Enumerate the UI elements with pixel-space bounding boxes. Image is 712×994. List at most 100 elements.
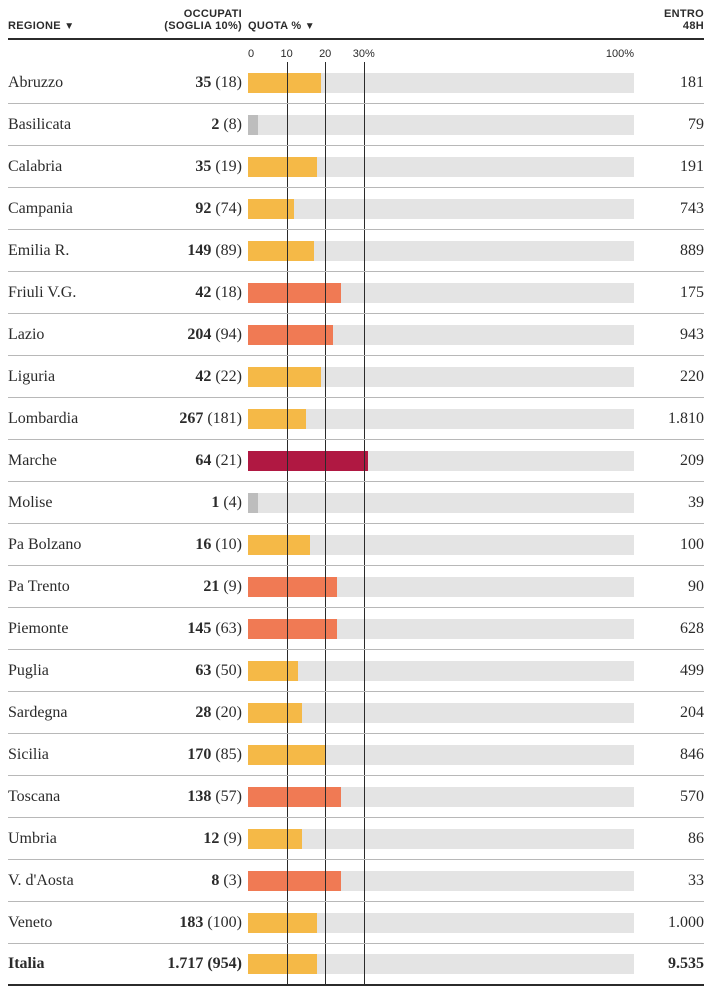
bar-fill bbox=[248, 829, 302, 849]
bar-fill bbox=[248, 703, 302, 723]
occupati-cell: 35 (18) bbox=[158, 74, 248, 92]
bar-fill bbox=[248, 367, 321, 387]
reference-line bbox=[364, 188, 365, 229]
entro-cell: 220 bbox=[634, 368, 704, 386]
table-row: Calabria35 (19)191 bbox=[8, 146, 704, 188]
reference-line bbox=[364, 272, 365, 313]
bar-fill bbox=[248, 577, 337, 597]
reference-line bbox=[287, 566, 288, 607]
occupati-cell: 183 (100) bbox=[158, 914, 248, 932]
reference-line bbox=[364, 398, 365, 439]
reference-line bbox=[325, 650, 326, 691]
bar-cell bbox=[248, 776, 634, 817]
bar-cell bbox=[248, 272, 634, 313]
reference-line bbox=[325, 230, 326, 271]
bar-cell bbox=[248, 692, 634, 733]
reference-line bbox=[325, 440, 326, 481]
bar-fill bbox=[248, 157, 317, 177]
occupati-cell: 42 (22) bbox=[158, 368, 248, 386]
bar-track bbox=[248, 115, 634, 135]
header-entro-l2: 48H bbox=[634, 20, 704, 32]
region-name: Umbria bbox=[8, 830, 158, 848]
reference-line bbox=[325, 776, 326, 817]
bar-fill bbox=[248, 283, 341, 303]
sort-arrow-icon: ▼ bbox=[64, 21, 74, 32]
entro-cell: 889 bbox=[634, 242, 704, 260]
occupati-cell: 204 (94) bbox=[158, 326, 248, 344]
axis-tick-label: 20 bbox=[319, 48, 331, 60]
header-region[interactable]: REGIONE ▼ bbox=[8, 20, 158, 32]
reference-line bbox=[287, 524, 288, 565]
region-name: Liguria bbox=[8, 368, 158, 386]
bar-track bbox=[248, 703, 634, 723]
reference-line bbox=[364, 944, 365, 984]
reference-line bbox=[287, 734, 288, 775]
region-name: Veneto bbox=[8, 914, 158, 932]
occupati-cell: 35 (19) bbox=[158, 158, 248, 176]
reference-line bbox=[287, 692, 288, 733]
reference-line bbox=[325, 272, 326, 313]
bar-cell bbox=[248, 314, 634, 355]
reference-line bbox=[364, 860, 365, 901]
table-row: Pa Trento21 (9)90 bbox=[8, 566, 704, 608]
bar-fill bbox=[248, 871, 341, 891]
table-row: Pa Bolzano16 (10)100 bbox=[8, 524, 704, 566]
entro-cell: 943 bbox=[634, 326, 704, 344]
axis-tick-label: 30% bbox=[353, 48, 375, 60]
occupati-cell: 145 (63) bbox=[158, 620, 248, 638]
table-row: Molise1 (4)39 bbox=[8, 482, 704, 524]
reference-line bbox=[325, 398, 326, 439]
axis-tick-label: 100% bbox=[606, 48, 634, 60]
header-quota[interactable]: QUOTA % ▼ bbox=[248, 20, 634, 32]
reference-line bbox=[287, 902, 288, 943]
occupati-cell: 267 (181) bbox=[158, 410, 248, 428]
table-row: Lombardia267 (181)1.810 bbox=[8, 398, 704, 440]
entro-cell: 1.810 bbox=[634, 410, 704, 428]
reference-line bbox=[364, 524, 365, 565]
occupati-cell: 1.717 (954) bbox=[158, 955, 248, 973]
region-name: Friuli V.G. bbox=[8, 284, 158, 302]
reference-line bbox=[325, 566, 326, 607]
region-name: Sardegna bbox=[8, 704, 158, 722]
reference-line bbox=[364, 62, 365, 103]
region-name: Abruzzo bbox=[8, 74, 158, 92]
total-row: Italia1.717 (954)9.535 bbox=[8, 944, 704, 986]
bar-fill bbox=[248, 913, 317, 933]
entro-cell: 846 bbox=[634, 746, 704, 764]
reference-line bbox=[364, 440, 365, 481]
table-row: Basilicata2 (8)79 bbox=[8, 104, 704, 146]
axis-tick-label: 10 bbox=[280, 48, 292, 60]
reference-line bbox=[287, 230, 288, 271]
region-name: Calabria bbox=[8, 158, 158, 176]
table-body: Abruzzo35 (18)181Basilicata2 (8)79Calabr… bbox=[8, 62, 704, 986]
table-row: Abruzzo35 (18)181 bbox=[8, 62, 704, 104]
axis-row: 0102030%100% bbox=[8, 40, 704, 62]
occupati-cell: 42 (18) bbox=[158, 284, 248, 302]
reference-line bbox=[287, 272, 288, 313]
reference-line bbox=[287, 314, 288, 355]
reference-line bbox=[325, 734, 326, 775]
reference-line bbox=[364, 104, 365, 145]
reference-line bbox=[325, 818, 326, 859]
region-name: Pa Bolzano bbox=[8, 536, 158, 554]
bar-track bbox=[248, 493, 634, 513]
bar-fill bbox=[248, 493, 258, 513]
entro-cell: 86 bbox=[634, 830, 704, 848]
header-occupati: OCCUPATI (SOGLIA 10%) bbox=[158, 8, 248, 32]
reference-line bbox=[325, 62, 326, 103]
region-table: REGIONE ▼ OCCUPATI (SOGLIA 10%) QUOTA % … bbox=[8, 8, 704, 986]
bar-cell bbox=[248, 902, 634, 943]
reference-line bbox=[325, 944, 326, 984]
reference-line bbox=[287, 104, 288, 145]
reference-line bbox=[287, 146, 288, 187]
reference-line bbox=[325, 104, 326, 145]
occupati-cell: 8 (3) bbox=[158, 872, 248, 890]
reference-line bbox=[287, 188, 288, 229]
occupati-cell: 1 (4) bbox=[158, 494, 248, 512]
region-name: Emilia R. bbox=[8, 242, 158, 260]
region-name: Lazio bbox=[8, 326, 158, 344]
table-row: Piemonte145 (63)628 bbox=[8, 608, 704, 650]
entro-cell: 79 bbox=[634, 116, 704, 134]
table-row: Marche64 (21)209 bbox=[8, 440, 704, 482]
reference-line bbox=[287, 650, 288, 691]
